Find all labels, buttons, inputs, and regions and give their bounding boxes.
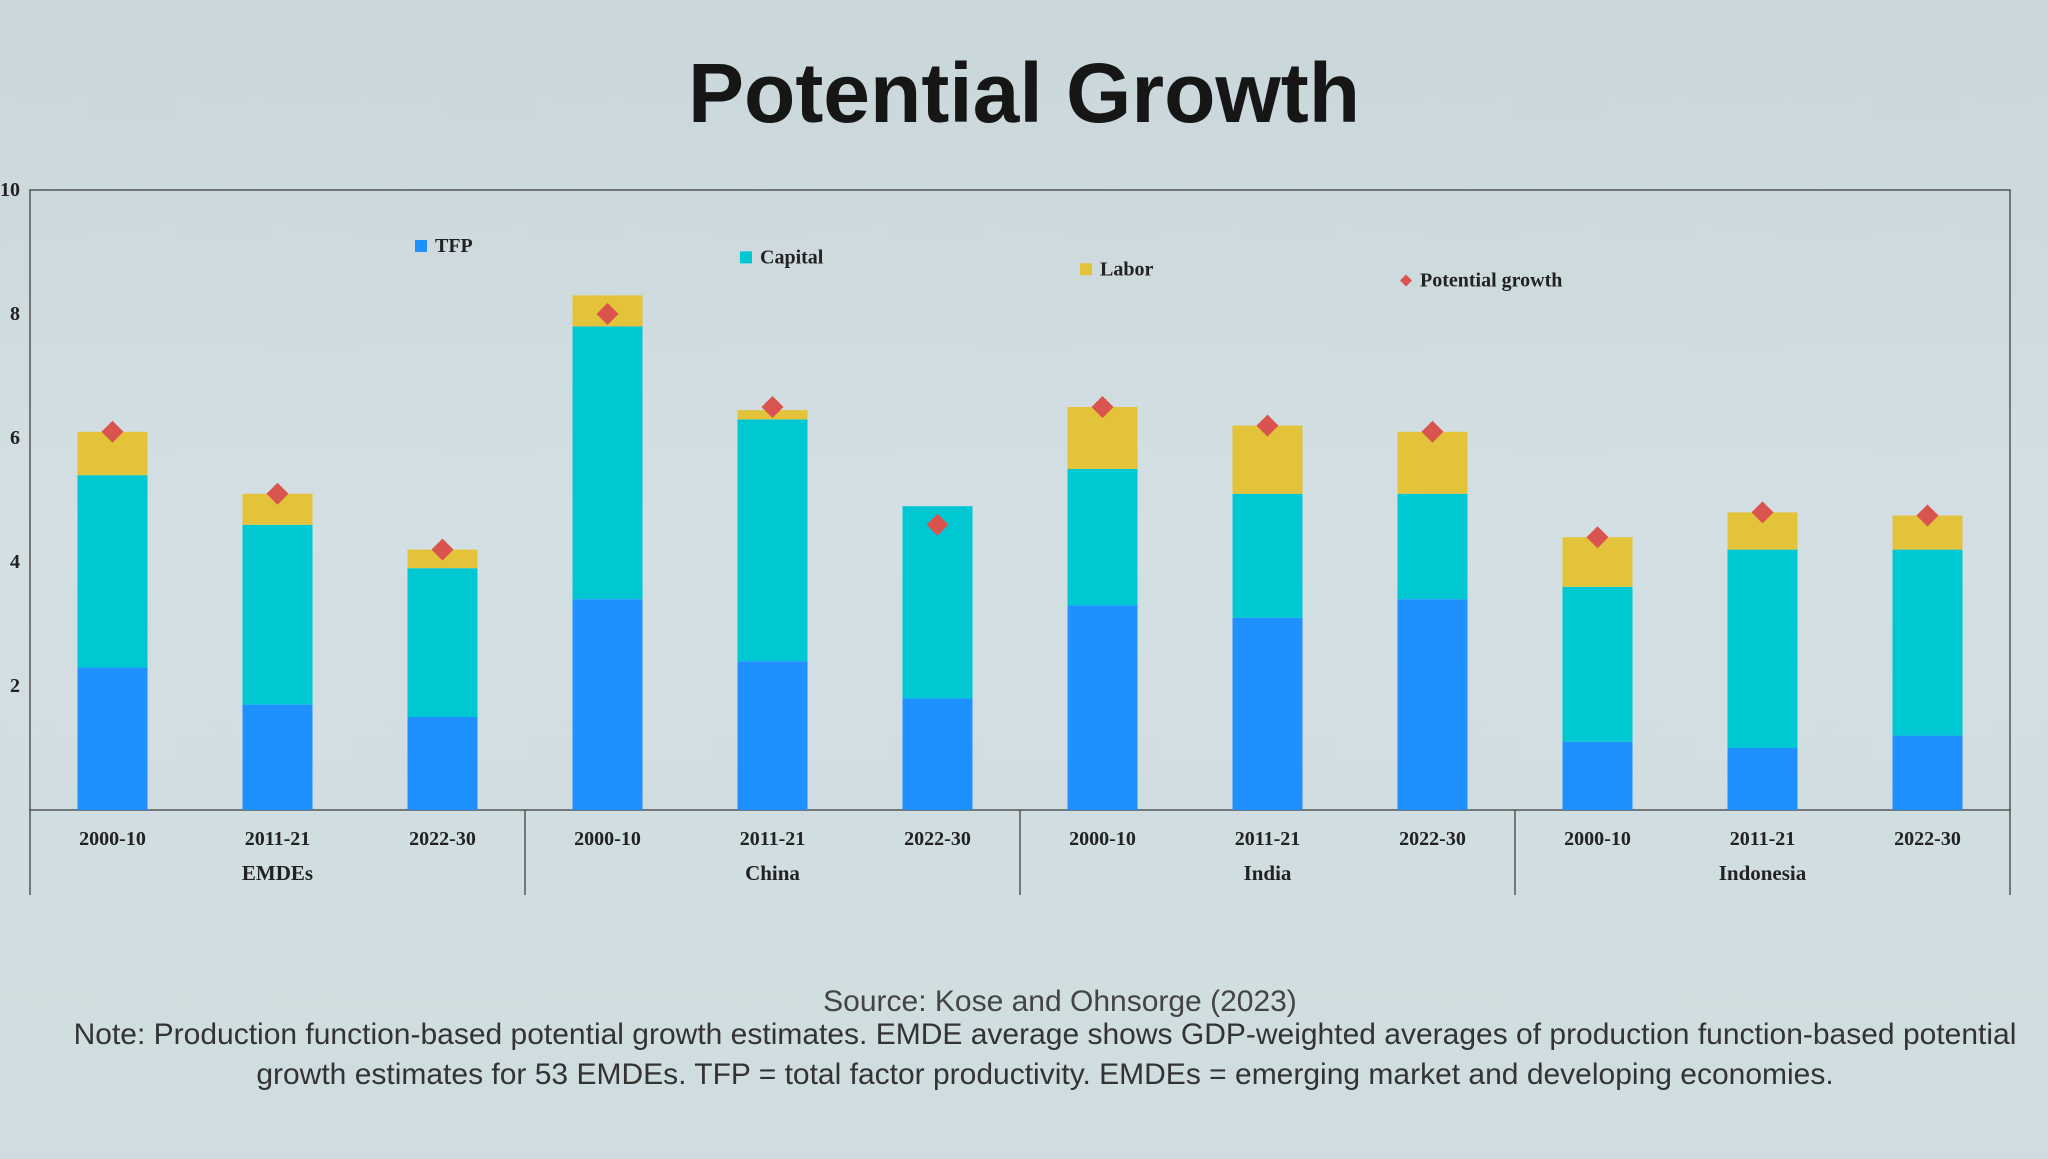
x-tick-label: 2011-21 (1235, 828, 1301, 850)
x-tick-label: 2022-30 (904, 828, 971, 850)
bar-segment-tfp (1562, 741, 1633, 810)
bar-segment-tfp (242, 704, 313, 810)
legend-label: Potential growth (1420, 269, 1562, 291)
x-tick-label: 2022-30 (1399, 828, 1466, 850)
bar-segment-tfp (737, 661, 808, 810)
bar-segment-capital (1397, 493, 1468, 600)
x-tick-label: 2000-10 (1069, 828, 1136, 850)
bar-segment-capital (737, 419, 808, 662)
potential-growth-marker (1586, 526, 1609, 549)
x-tick-label: 2022-30 (409, 828, 476, 850)
bar-segment-tfp (77, 667, 148, 810)
potential-growth-chart: 2 4 6 8 10 2000-10 2011-21 2022-30 2000-10 2011-… (0, 179, 2011, 895)
potential-growth-marker (266, 482, 289, 505)
bar-segment-capital (902, 506, 973, 699)
bar-segment-tfp (1232, 617, 1303, 810)
bar-segment-tfp (572, 599, 643, 810)
bar-segment-tfp (1397, 599, 1468, 810)
potential-growth-marker (101, 420, 124, 443)
chart-axes: 2 4 6 8 10 (0, 179, 2011, 895)
bar-segment-capital (242, 524, 313, 705)
chart-markers (101, 303, 1939, 561)
legend-label: TFP (435, 235, 473, 257)
bar-segment-tfp (902, 698, 973, 810)
legend-label: Labor (1100, 258, 1153, 280)
legend-swatch (415, 240, 427, 252)
potential-growth-marker (431, 538, 454, 561)
potential-growth-marker (1421, 420, 1444, 443)
potential-growth-marker (1091, 396, 1114, 418)
y-tick-label: 2 (10, 675, 20, 697)
bar-segment-tfp (1727, 748, 1798, 810)
bar-segment-capital (1067, 469, 1138, 606)
y-tick-label: 8 (10, 303, 20, 325)
x-tick-label: 2022-30 (1894, 828, 1961, 850)
bar-segment-capital (572, 326, 643, 600)
bar-segment-capital (1562, 586, 1633, 742)
group-label: China (745, 861, 800, 885)
page-title: Potential Growth (688, 46, 1360, 140)
potential-growth-marker (596, 303, 619, 325)
source-text: Source: Kose and Ohnsorge (2023) (823, 985, 1297, 1018)
y-tick-label: 10 (0, 179, 20, 201)
potential-growth-marker (1256, 414, 1279, 437)
legend-swatch (1400, 274, 1412, 287)
x-tick-label: 2011-21 (740, 828, 806, 850)
potential-growth-marker (1751, 501, 1774, 524)
chart-labels: 2000-10 2011-21 2022-30 2000-10 2011-21 2022-… (79, 828, 1961, 885)
potential-growth-marker (926, 513, 949, 536)
bar-segment-tfp (407, 717, 478, 810)
chart-bars (77, 295, 1963, 810)
x-tick-label: 2000-10 (574, 828, 641, 850)
bar-segment-tfp (1892, 735, 1963, 810)
y-tick-label: 4 (10, 551, 20, 573)
legend-swatch (1080, 263, 1092, 276)
bar-segment-capital (1232, 493, 1303, 618)
x-tick-label: 2011-21 (245, 828, 311, 850)
x-tick-label: 2011-21 (1730, 828, 1796, 850)
bar-segment-capital (77, 475, 148, 668)
chart-legend: TFP Capital Labor Potential growth (415, 235, 1562, 291)
group-label: EMDEs (242, 861, 313, 885)
y-tick-label: 6 (10, 427, 20, 449)
bar-segment-capital (1727, 549, 1798, 748)
bar-segment-labor (1232, 425, 1303, 494)
note-text: Note: Production function-based potentia… (73, 1018, 2017, 1091)
bar-segment-capital (407, 568, 478, 717)
potential-growth-marker (761, 396, 784, 418)
group-label: India (1244, 861, 1292, 885)
plot-frame (29, 189, 2011, 811)
x-tick-label: 2000-10 (79, 828, 146, 850)
potential-growth-marker (1916, 504, 1939, 527)
bar-segment-capital (1892, 549, 1963, 736)
x-tick-label: 2000-10 (1564, 828, 1631, 850)
legend-swatch (740, 251, 752, 264)
group-label: Indonesia (1719, 861, 1807, 885)
legend-label: Capital (760, 246, 824, 268)
bar-segment-tfp (1067, 605, 1138, 810)
